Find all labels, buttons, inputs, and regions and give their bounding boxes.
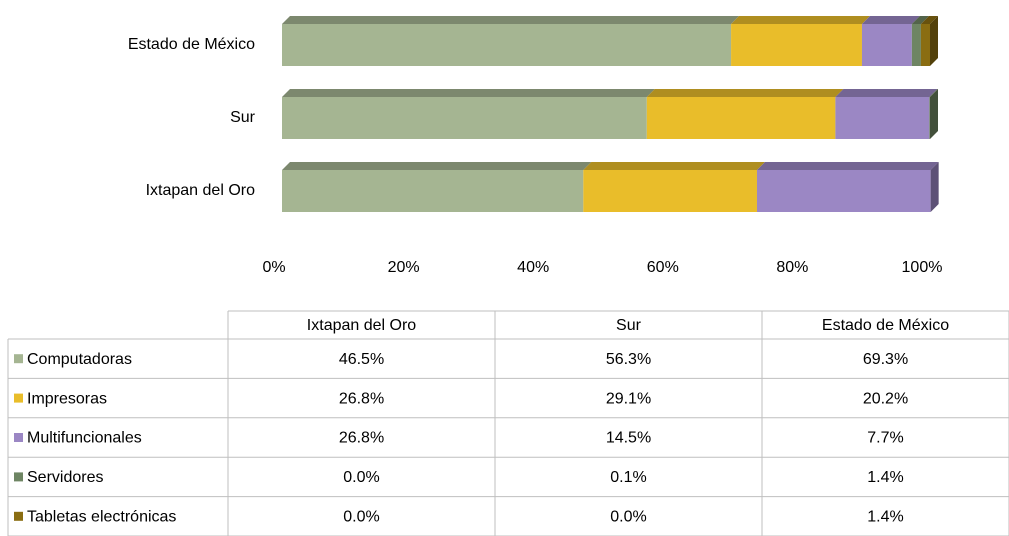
bar-side xyxy=(930,162,939,212)
bar-top xyxy=(911,16,929,24)
table-cell: 0.0% xyxy=(610,509,646,526)
bar xyxy=(756,170,931,212)
table-cell: 56.3% xyxy=(606,351,651,368)
bar xyxy=(282,170,584,212)
bar-top xyxy=(756,162,939,170)
table-cell: 0.1% xyxy=(610,469,646,486)
table-header: Sur xyxy=(616,317,642,334)
table-cell: 0.0% xyxy=(343,509,379,526)
table-header: Estado de México xyxy=(822,317,949,334)
bar xyxy=(861,24,912,66)
table-cell: 0.0% xyxy=(343,469,379,486)
bar-side xyxy=(930,89,938,139)
bar-side xyxy=(930,16,938,66)
bar xyxy=(282,24,732,66)
table-cell: 1.4% xyxy=(867,469,903,486)
y-tick-label: Estado de México xyxy=(128,36,255,53)
legend-key xyxy=(14,472,23,482)
legend-label: Impresoras xyxy=(27,390,107,407)
table-cell: 69.3% xyxy=(863,351,908,368)
bar-top xyxy=(282,162,592,170)
bar-top xyxy=(835,89,938,97)
x-tick-label: 40% xyxy=(517,259,549,276)
table-cell: 26.8% xyxy=(339,390,384,407)
bar-top xyxy=(861,16,920,24)
bar-top xyxy=(646,89,844,97)
x-tick-label: 100% xyxy=(902,259,943,276)
legend-key xyxy=(14,433,23,442)
x-tick-label: 80% xyxy=(776,259,808,276)
bar xyxy=(920,24,930,66)
table-cell: 7.7% xyxy=(867,430,903,447)
table-cell: 14.5% xyxy=(606,430,651,447)
x-tick-label: 20% xyxy=(388,259,420,276)
x-tick-label: 60% xyxy=(647,259,679,276)
bar xyxy=(835,97,930,139)
bar xyxy=(731,24,862,66)
bar xyxy=(282,97,647,139)
y-tick-label: Sur xyxy=(230,109,256,126)
bar xyxy=(583,170,757,212)
legend-key xyxy=(14,511,23,521)
legend-label: Servidores xyxy=(27,469,103,486)
legend-label: Tabletas electrónicas xyxy=(27,509,176,526)
legend-label: Multifuncionales xyxy=(27,430,142,447)
bar-top xyxy=(929,89,938,97)
table-header: Ixtapan del Oro xyxy=(307,317,417,334)
bar xyxy=(646,97,836,139)
table-cell: 20.2% xyxy=(863,390,908,407)
bar-top xyxy=(282,89,655,97)
bar xyxy=(929,97,930,139)
bar-top xyxy=(583,162,765,170)
legend-key xyxy=(14,354,23,364)
table-cell: 46.5% xyxy=(339,351,384,368)
x-tick-label: 0% xyxy=(262,259,285,276)
bar-top xyxy=(731,16,870,24)
bar xyxy=(911,24,921,66)
bar-top xyxy=(282,16,740,24)
table-cell: 26.8% xyxy=(339,430,384,447)
table-cell: 29.1% xyxy=(606,390,651,407)
bar-top xyxy=(920,16,938,24)
table-cell: 1.4% xyxy=(867,509,903,526)
legend-key xyxy=(14,393,23,403)
y-tick-label: Ixtapan del Oro xyxy=(146,182,256,199)
legend-label: Computadoras xyxy=(27,351,132,368)
